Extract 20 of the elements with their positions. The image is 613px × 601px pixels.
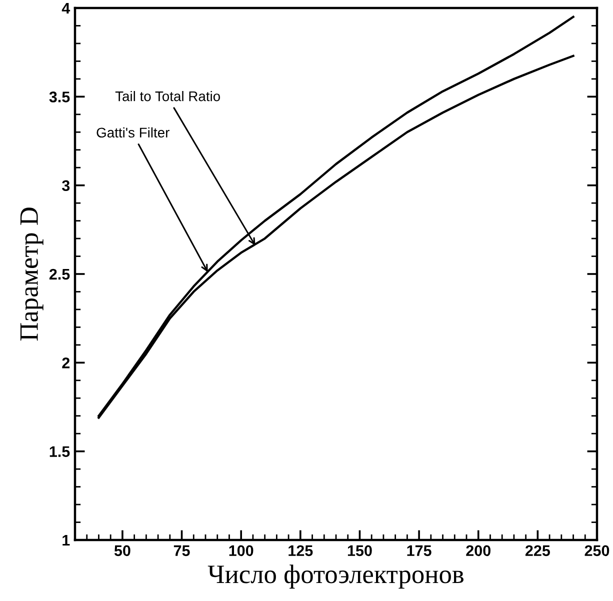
y-axis-title: Параметр D <box>20 208 44 341</box>
x-tick-label: 75 <box>174 545 190 556</box>
y-tick-label: 4 <box>62 3 70 14</box>
y-tick-label: 1 <box>62 535 70 546</box>
y-tick-label: 2 <box>62 358 70 368</box>
x-tick-label: 150 <box>348 545 372 556</box>
y-tick-label: 2.5 <box>49 268 70 280</box>
y-tick-label: 3 <box>62 180 70 192</box>
x-tick-label: 225 <box>525 545 550 556</box>
x-tick-label: 100 <box>229 545 254 556</box>
x-tick-label: 175 <box>407 545 432 556</box>
annotation: Tail to Total Ratio <box>115 91 220 102</box>
annotation: Gatti's Filter <box>96 127 170 138</box>
x-axis-title: Число фотоэлектронов <box>208 564 464 589</box>
x-tick-label: 200 <box>466 545 490 556</box>
y-tick-label: 1.5 <box>50 446 70 458</box>
x-tick-label: 250 <box>584 545 610 556</box>
x-tick-label: 125 <box>288 545 313 556</box>
y-tick-label: 3.5 <box>49 92 70 102</box>
x-tick-label: 50 <box>114 545 130 556</box>
